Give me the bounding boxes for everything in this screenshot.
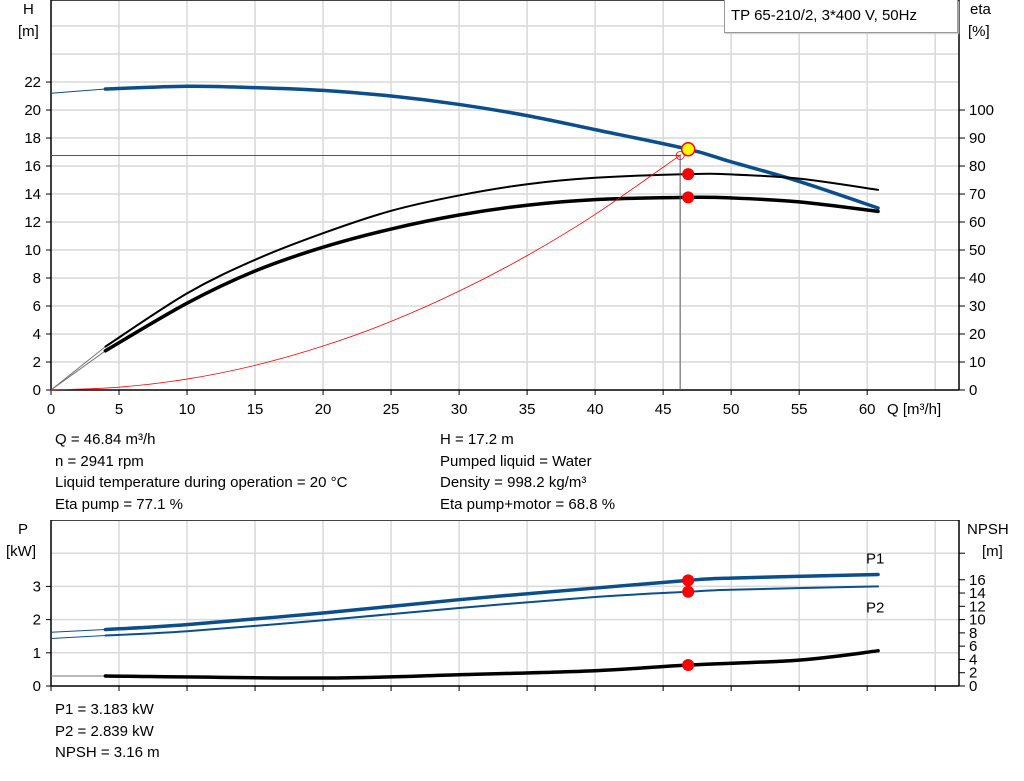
x-tick-label: 30 xyxy=(451,401,468,418)
info-speed: n = 2941 rpm xyxy=(55,452,144,470)
y-tick-label-left: 10 xyxy=(24,242,41,259)
info-eta-pump: Eta pump = 77.1 % xyxy=(55,495,183,513)
y-tick-label-right: 20 xyxy=(969,326,986,343)
y-tick-label-left: 12 xyxy=(24,214,41,231)
y-tick-label-right: 100 xyxy=(969,102,994,119)
curve-NPSH xyxy=(103,649,880,680)
y-tick-label-right: 14 xyxy=(969,585,986,602)
y-axis-unit-right: [m] xyxy=(982,543,1003,560)
y-tick-label-right: 8 xyxy=(969,625,977,642)
y-axis-unit-right: [%] xyxy=(968,23,990,40)
curve-extension-eta_pump xyxy=(50,346,106,391)
x-axis-label: Q [m³/h] xyxy=(887,401,941,418)
y-tick-label-left: 22 xyxy=(24,74,41,91)
y-tick-label-left: 8 xyxy=(33,270,41,287)
info-left: Q = 46.84 m³/h n = 2941 rpm Liquid tempe… xyxy=(55,429,347,515)
x-tick-label: 35 xyxy=(519,401,536,418)
x-tick-label: 0 xyxy=(47,401,55,418)
info-bottom: P1 = 3.183 kW P2 = 2.839 kW NPSH = 3.16 … xyxy=(55,699,160,764)
y-axis-label-right: eta xyxy=(970,1,992,18)
curve-extension-eta_pump_motor xyxy=(50,350,106,391)
y-tick-label-left: 18 xyxy=(24,130,41,147)
x-tick-label: 40 xyxy=(587,401,604,418)
y-axis-unit-left: [kW] xyxy=(6,543,36,560)
info-p2: P2 = 2.839 kW xyxy=(55,722,154,740)
curve-H xyxy=(103,84,880,210)
x-tick-label: 5 xyxy=(115,401,123,418)
y-tick-label-left: 2 xyxy=(33,354,41,371)
curve-eta_pump_motor xyxy=(103,195,880,353)
p2-marker xyxy=(682,585,695,598)
y-tick-label-right: 0 xyxy=(969,678,977,695)
curve-extension-P1 xyxy=(50,629,106,633)
x-tick-label: 25 xyxy=(383,401,400,418)
y-tick-label-right: 90 xyxy=(969,130,986,147)
y-tick-label-right: 16 xyxy=(969,572,986,589)
info-liquid: Pumped liquid = Water xyxy=(440,452,592,470)
power-npsh-chart xyxy=(46,520,965,691)
y-tick-label-left: 0 xyxy=(33,382,41,399)
y-tick-label-left: 2 xyxy=(33,612,41,629)
info-eta-pump-motor: Eta pump+motor = 68.8 % xyxy=(440,495,616,513)
info-temperature: Liquid temperature during operation = 20… xyxy=(55,474,348,491)
curve-extension-H xyxy=(50,88,106,94)
y-tick-label-right: 50 xyxy=(969,242,986,259)
y-tick-label-right: 10 xyxy=(969,612,986,629)
chart-title: TP 65-210/2, 3*400 V, 50Hz xyxy=(724,0,958,33)
y-tick-label-right: 6 xyxy=(969,638,977,655)
y-axis-unit-left: [m] xyxy=(18,23,39,40)
y-tick-label-right: 12 xyxy=(969,598,986,615)
y-tick-label-left: 1 xyxy=(33,645,41,662)
info-right: H = 17.2 m Pumped liquid = Water Density… xyxy=(440,429,615,515)
y-tick-label-left: 14 xyxy=(24,186,41,203)
y-tick-label-right: 0 xyxy=(969,382,977,399)
eta-pump-motor-marker xyxy=(682,191,695,204)
y-axis-label-left: P xyxy=(18,521,28,538)
y-axis-label-left: H xyxy=(23,1,34,18)
x-tick-label: 20 xyxy=(315,401,332,418)
operating-point-marker xyxy=(680,141,696,157)
y-tick-label-left: 3 xyxy=(33,578,41,595)
y-tick-label-left: 16 xyxy=(24,158,41,175)
y-tick-label-left: 0 xyxy=(33,678,41,695)
p1-marker xyxy=(682,574,695,587)
y-tick-label-left: 20 xyxy=(24,102,41,119)
x-tick-label: 50 xyxy=(723,401,740,418)
info-p1: P1 = 3.183 kW xyxy=(55,701,154,718)
y-tick-label-right: 40 xyxy=(969,270,986,287)
y-tick-label-right: 70 xyxy=(969,186,986,203)
y-tick-label-right: 80 xyxy=(969,158,986,175)
y-tick-label-left: 4 xyxy=(33,326,41,343)
curve-P2 xyxy=(104,585,880,637)
curve-eta_pump xyxy=(104,172,880,348)
x-tick-label: 45 xyxy=(655,401,672,418)
x-tick-label: 15 xyxy=(247,401,264,418)
info-density: Density = 998.2 kg/m³ xyxy=(440,474,587,491)
y-tick-label-right: 30 xyxy=(969,298,986,315)
y-tick-label-right: 60 xyxy=(969,214,986,231)
info-flow: Q = 46.84 m³/h xyxy=(55,431,156,448)
x-tick-label: 60 xyxy=(859,401,876,418)
y-axis-label-right: NPSH xyxy=(967,521,1009,538)
eta-pump-marker xyxy=(682,168,695,181)
series-label-P2: P2 xyxy=(866,599,884,616)
curve-extension-P2 xyxy=(50,635,106,640)
info-head: H = 17.2 m xyxy=(440,431,514,448)
info-npsh: NPSH = 3.16 m xyxy=(55,744,160,761)
x-tick-label: 55 xyxy=(791,401,808,418)
curve-P1 xyxy=(103,572,880,632)
y-tick-label-right: 4 xyxy=(969,651,977,668)
y-tick-label-left: 6 xyxy=(33,298,41,315)
head-efficiency-chart xyxy=(46,0,965,395)
npsh-marker xyxy=(682,659,695,672)
duty-point-marker xyxy=(675,151,685,160)
y-tick-label-right: 2 xyxy=(969,665,977,682)
x-tick-label: 10 xyxy=(179,401,196,418)
series-label-P1: P1 xyxy=(866,550,884,567)
curve-system xyxy=(50,154,682,391)
y-tick-label-right: 10 xyxy=(969,354,986,371)
